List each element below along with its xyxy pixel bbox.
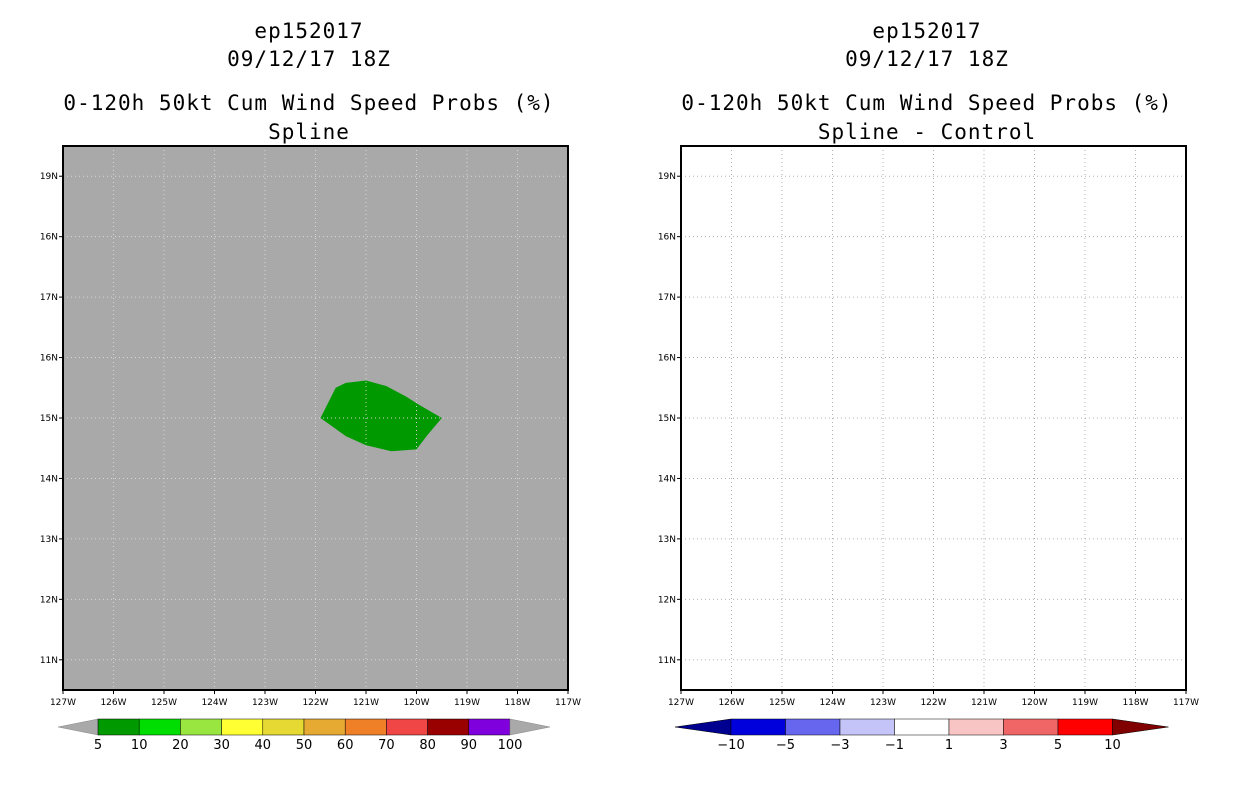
colorbar-label: 40 (255, 738, 272, 753)
colorbar-segment (1003, 718, 1059, 736)
y-tick-label: 16N (658, 233, 676, 243)
right-storm-id: ep152017 (872, 19, 982, 43)
colorbar-label: 80 (419, 738, 436, 753)
colorbar-label: 1 (945, 738, 953, 753)
colorbar-label: 100 (498, 738, 523, 753)
y-tick-label: 15N (40, 414, 58, 424)
colorbar-label: 10 (1104, 738, 1121, 753)
x-tick-label: 122W (920, 698, 946, 708)
x-tick-label: 125W (151, 698, 177, 708)
colorbar-segment (386, 718, 428, 736)
x-tick-label: 121W (353, 698, 379, 708)
colorbar-segment (138, 718, 181, 736)
y-tick-label: 16N (40, 354, 58, 364)
x-tick-label: 127W (50, 698, 76, 708)
colorbar-segment (839, 718, 895, 736)
y-tick-label: 12N (658, 595, 676, 605)
x-tick-label: 117W (1173, 698, 1199, 708)
colorbar-high-arrow (1112, 718, 1169, 736)
colorbar-segment (468, 718, 511, 736)
probability-region (320, 380, 442, 452)
colorbar-segment (1057, 718, 1113, 736)
right-chart-title: 0-120h 50kt Cum Wind Speed Probs (%) (681, 91, 1173, 115)
x-tick-label: 125W (769, 698, 795, 708)
x-tick-label: 127W (668, 698, 694, 708)
x-tick-label: 119W (1072, 698, 1098, 708)
x-tick-label: 123W (252, 698, 278, 708)
right-datetime: 09/12/17 18Z (845, 47, 1009, 71)
colorbar-segment (303, 718, 346, 736)
colorbar-label: −5 (776, 738, 795, 753)
x-tick-label: 119W (454, 698, 480, 708)
y-tick-label: 11N (40, 656, 58, 666)
y-tick-label: 14N (40, 474, 58, 484)
y-tick-label: 15N (658, 414, 676, 424)
colorbar-label: 3 (999, 738, 1007, 753)
colorbar-segment (730, 718, 786, 736)
y-tick-label: 13N (40, 535, 58, 545)
left-storm-id: ep152017 (254, 19, 364, 43)
x-tick-label: 121W (971, 698, 997, 708)
left-chart-subtitle: Spline (268, 120, 350, 144)
colorbar-segment (262, 718, 305, 736)
colorbar-label: 30 (213, 738, 230, 753)
y-tick-label: 16N (658, 354, 676, 364)
x-tick-label: 124W (819, 698, 845, 708)
right-difference-map: 127W 126W 125W 124W 123W 122W 121W 120W 119W 118W… (658, 145, 1199, 753)
x-tick-label: 120W (1021, 698, 1047, 708)
colorbar-segment (97, 718, 140, 736)
colorbar-segment (344, 718, 387, 736)
x-tick-label: 118W (504, 698, 530, 708)
colorbar-segment (948, 718, 1004, 736)
left-probability-map: 127W 126W 125W 124W 123W 122W 121W 120W 119W 118W… (40, 145, 581, 753)
y-tick-label: 14N (658, 474, 676, 484)
colorbar-low-arrow (57, 718, 99, 736)
y-tick-label: 13N (658, 535, 676, 545)
y-tick-label: 19N (40, 172, 58, 182)
colorbar-segment (180, 718, 222, 736)
colorbar-label: −3 (830, 738, 849, 753)
colorbar-label: 20 (172, 738, 189, 753)
colorbar-label: −1 (885, 738, 904, 753)
y-tick-label: 17N (40, 293, 58, 303)
x-tick-label: 118W (1122, 698, 1148, 708)
colorbar-label: 70 (378, 738, 395, 753)
x-tick-label: 123W (870, 698, 896, 708)
right-chart-subtitle: Spline - Control (817, 120, 1037, 144)
x-tick-label: 117W (555, 698, 581, 708)
colorbar-segment (221, 718, 264, 736)
colorbar-label: 10 (131, 738, 148, 753)
colorbar-label: 50 (296, 738, 313, 753)
left-datetime: 09/12/17 18Z (227, 47, 391, 71)
colorbar-label: 5 (1054, 738, 1062, 753)
x-tick-label: 120W (403, 698, 429, 708)
y-tick-label: 11N (658, 656, 676, 666)
y-tick-label: 19N (658, 172, 676, 182)
y-tick-label: 17N (658, 293, 676, 303)
y-tick-label: 16N (40, 233, 58, 243)
left-chart-title: 0-120h 50kt Cum Wind Speed Probs (%) (63, 91, 555, 115)
colorbar-label: 60 (337, 738, 354, 753)
colorbar-low-arrow (674, 718, 732, 736)
x-tick-label: 126W (100, 698, 126, 708)
colorbar-segment (785, 718, 841, 736)
colorbar-label: 90 (461, 738, 478, 753)
colorbar-label: −10 (717, 738, 744, 753)
colorbar-segment (427, 718, 470, 736)
x-tick-label: 124W (201, 698, 227, 708)
colorbar-segment (894, 718, 950, 736)
y-tick-label: 12N (40, 595, 58, 605)
colorbar-high-arrow (509, 718, 551, 736)
x-tick-label: 126W (718, 698, 744, 708)
colorbar-label: 5 (94, 738, 102, 753)
x-tick-label: 122W (302, 698, 328, 708)
